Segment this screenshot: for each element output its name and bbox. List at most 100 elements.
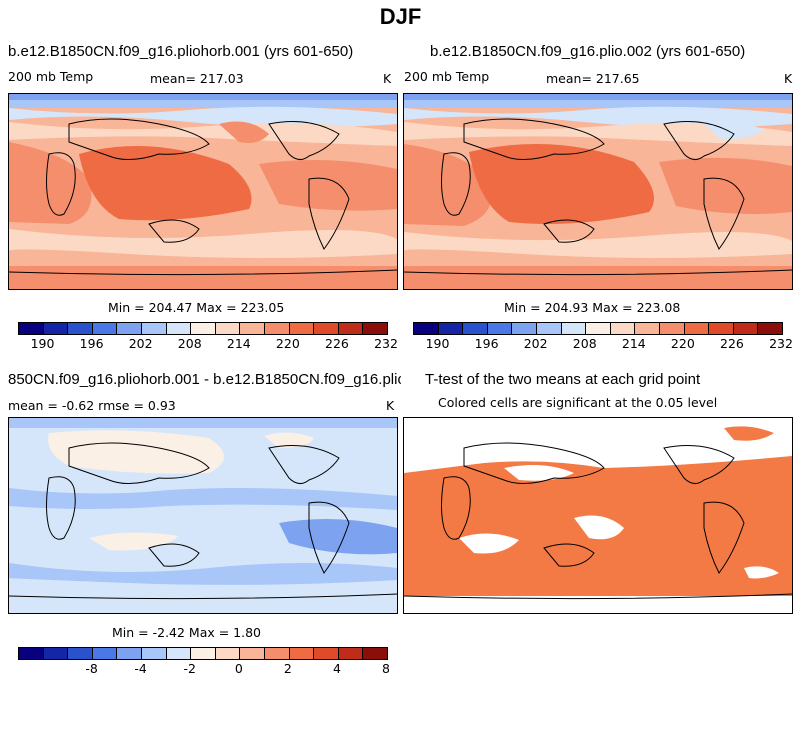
panel4-subtitle: Colored cells are significant at the 0.0… [438,395,718,410]
panel3-north-america-positive [264,432,314,448]
panel3-stats-label: mean = -0.62 rmse = 0.93 [8,398,176,413]
panel1-colorbar-tick-label: 190 [30,336,55,351]
panel2-warm-pool [469,144,654,225]
panel1-colorbar-swatch [166,323,192,334]
panel2-variable-label: 200 mb Temp [404,69,490,84]
panel3-colorbar-tick-label: 0 [234,661,243,676]
panel1-colorbar-tick-label: 202 [128,336,153,351]
panel2-colorbar-tick-label: 214 [621,336,646,351]
panel1-south-band [9,229,397,258]
panel3-units-label: K [386,398,395,413]
panel1-north-pacific-patch [219,121,269,143]
panel1-colorbar [18,322,388,335]
panel4-non-significant-patch-2 [574,515,624,540]
panel2-east-warm-region [659,157,792,214]
panel2-colorbar-swatch [561,323,587,334]
panel3-colorbar-swatch [43,648,69,659]
panel2-colorbar-swatch [536,323,562,334]
panel1-warm-pool [79,146,252,221]
panel2-map [403,93,793,290]
panel1-colorbar-tick-label: 232 [374,336,398,351]
panel1-stats: Min = 204.47 Max = 223.05 [108,300,285,315]
panel1-colorbar-swatch [240,323,265,334]
panel3-colorbar-swatch [166,648,192,659]
panel2-colorbar-swatch [610,323,636,334]
panel2-colorbar-swatch [463,323,488,334]
panel3-colorbar-swatch [92,648,118,659]
panel3-colorbar-swatch [191,648,216,659]
panel3-colorbar-swatch [314,648,339,659]
panel1-colorbar-tick-label: 220 [275,336,300,351]
panel1-variable-label: 200 mb Temp [8,69,94,84]
panel3-colorbar-swatch [338,648,364,659]
panel3-colorbar-swatch [19,648,44,659]
panel3-colorbar-swatch [289,648,315,659]
panel2-colorbar-tick-label: 208 [572,336,597,351]
panel1-east-warm-region [259,160,397,211]
panel3-tropical-negative-band [9,488,397,510]
panel1-colorbar-tick-label: 226 [324,336,349,351]
panel1-colorbar-swatch [68,323,93,334]
panel1-colorbar-swatch [314,323,339,334]
panel1-colorbar-swatch [191,323,216,334]
panel3-map [8,417,398,614]
panel3-colorbar-swatch [68,648,93,659]
panel1-colorbar-swatch [92,323,118,334]
panel3-colorbar-tick-label: -4 [134,661,147,676]
panel2-colorbar-swatch [512,323,537,334]
panel1-map [8,93,398,290]
panel4-map [403,417,793,614]
panel2-colorbar-swatch [758,323,782,334]
panel1-colorbar-swatch [43,323,69,334]
panel2-colorbar-swatch [487,323,513,334]
panel4-non-significant-patch-4 [744,566,779,579]
panel2-colorbar-swatch [586,323,611,334]
panel3-north-pacific-positive [48,430,224,474]
panel2-colorbar-tick-label: 232 [769,336,793,351]
panel1-subpolar-band [9,106,397,128]
panel3-north-band [9,418,397,428]
panel2-colorbar [413,322,783,335]
panel3-colorbar-swatch [363,648,387,659]
panel3-colorbar-swatch [264,648,290,659]
panel3-colorbar [18,647,388,660]
panel1-south-polar-band [9,266,397,289]
panel3-colorbar-tick-label: 4 [332,661,341,676]
panel1-colorbar-swatch [363,323,387,334]
panel1-west-warm-region [9,142,92,224]
panel3-colorbar-swatch [215,648,241,659]
panel1-colorbar-tick-label: 214 [226,336,251,351]
panel1-colorbar-tick-label: 208 [177,336,202,351]
panel2-units-label: K [784,71,793,86]
panel2-colorbar-tick-label: 202 [523,336,548,351]
panel2-title: b.e12.B1850CN.f09_g16.plio.002 (yrs 601-… [430,43,746,60]
panel3-stats: Min = -2.42 Max = 1.80 [112,625,262,640]
panel2-colorbar-swatch [635,323,660,334]
panel1-field [9,94,397,289]
panel2-colorbar-swatch [659,323,685,334]
panel3-colorbar-swatch [141,648,167,659]
panel2-north-atlantic-patch [704,121,764,139]
panel3-colorbar-tick-label: -2 [183,661,196,676]
panel3-colorbar-tick-label: 2 [283,661,292,676]
panel4-non-significant-patch-1 [459,533,519,554]
panel2-colorbar-swatch [733,323,759,334]
panel1-colorbar-swatch [19,323,44,334]
panel3-colorbar-tick-label: -8 [85,661,98,676]
panel2-polar-coldest-band [404,94,792,100]
panel2-south-band [404,232,792,258]
panel4-title: T-test of the two means at each grid poi… [425,371,701,388]
panel1-mean-label: mean= 217.03 [150,71,244,86]
panel2-colorbar-swatch [684,323,710,334]
panel3-title: 850CN.f09_g16.pliohorb.001 - b.e12.B1850… [8,371,401,388]
page-title: DJF [379,4,422,29]
panel2-midlat-band [404,122,792,146]
panel2-colorbar-tick-label: 226 [719,336,744,351]
panel1-colorbar-swatch [215,323,241,334]
panel1-colorbar-swatch [117,323,142,334]
panel2-colorbar-tick-label: 220 [670,336,695,351]
panel1-colorbar-swatch [141,323,167,334]
panel1-colorbar-swatch [289,323,315,334]
panel2-colorbar-swatch [438,323,464,334]
panel1-polar-coldest-band [9,94,397,100]
